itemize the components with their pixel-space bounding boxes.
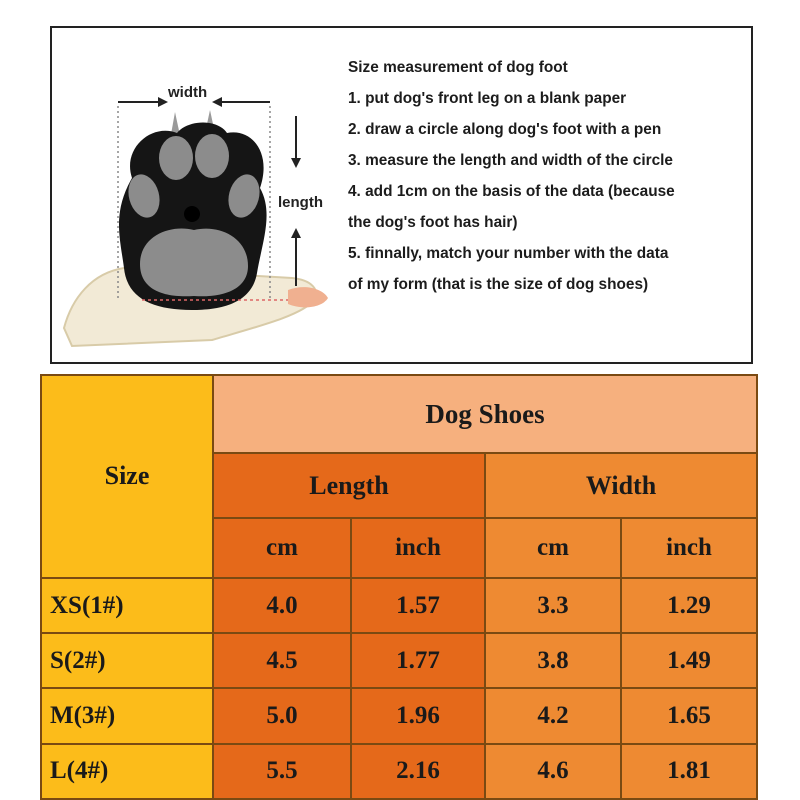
table-title: Dog Shoes (211, 373, 759, 455)
table-row: M(3#) 5.0 1.96 4.2 1.65 (40, 687, 759, 745)
measurement-instructions-panel: width length Size measurement of dog foo… (50, 26, 753, 364)
table-header-row: Size Dog Shoes (40, 373, 759, 579)
width-inch-cell: 1.65 (619, 687, 759, 745)
instruction-line: 2. draw a circle along dog's foot with a… (348, 121, 662, 138)
instruction-list: Size measurement of dog foot 1. put dog'… (348, 52, 743, 300)
size-header: Size (40, 374, 214, 579)
instruction-line: 4. add 1cm on the basis of the data (bec… (348, 183, 675, 200)
instruction-line: the dog's foot has hair) (348, 214, 518, 231)
unit-header: inch (619, 516, 759, 579)
length-cm-cell: 5.5 (212, 742, 352, 800)
instruction-line: 5. finnally, match your number with the … (348, 245, 669, 262)
length-inch-cell: 1.96 (350, 687, 486, 745)
size-cell: XS(1#) (40, 576, 214, 635)
length-label: length (278, 194, 323, 211)
size-cell: M(3#) (40, 687, 214, 745)
table-row: S(2#) 4.5 1.77 3.8 1.49 (40, 632, 759, 690)
unit-header: cm (484, 516, 622, 579)
size-chart-table: Size Dog Shoes Length Width cm inch cm i… (40, 373, 759, 800)
instructions-title: Size measurement of dog foot (348, 59, 568, 76)
width-inch-cell: 1.29 (619, 576, 759, 635)
dog-paw-measurement-icon (62, 97, 328, 348)
instruction-line: 1. put dog's front leg on a blank paper (348, 90, 627, 107)
width-cm-cell: 4.6 (484, 742, 622, 800)
length-inch-cell: 1.77 (350, 632, 486, 690)
length-inch-cell: 1.57 (350, 576, 486, 635)
table-row: XS(1#) 4.0 1.57 3.3 1.29 (40, 576, 759, 635)
width-cm-cell: 3.8 (484, 632, 622, 690)
table-row: L(4#) 5.5 2.16 4.6 1.81 (40, 742, 759, 800)
width-cm-cell: 3.3 (484, 576, 622, 635)
instruction-line: of my form (that is the size of dog shoe… (348, 276, 649, 293)
size-cell: S(2#) (40, 632, 214, 690)
unit-header: cm (212, 516, 352, 579)
size-cell: L(4#) (40, 742, 214, 800)
width-header: Width (483, 452, 759, 519)
length-cm-cell: 4.5 (212, 632, 352, 690)
length-header: Length (212, 452, 486, 519)
length-cm-cell: 4.0 (212, 576, 352, 635)
width-cm-cell: 4.2 (484, 687, 622, 745)
width-inch-cell: 1.49 (619, 632, 759, 690)
table-header-row: Length Width (41, 452, 759, 519)
width-label: width (168, 84, 208, 101)
units-row: cm inch cm inch (41, 516, 759, 579)
width-inch-cell: 1.81 (619, 742, 759, 800)
length-cm-cell: 5.0 (212, 687, 352, 745)
instruction-line: 3. measure the length and width of the c… (348, 152, 673, 169)
length-inch-cell: 2.16 (350, 742, 486, 800)
unit-header: inch (350, 516, 486, 579)
